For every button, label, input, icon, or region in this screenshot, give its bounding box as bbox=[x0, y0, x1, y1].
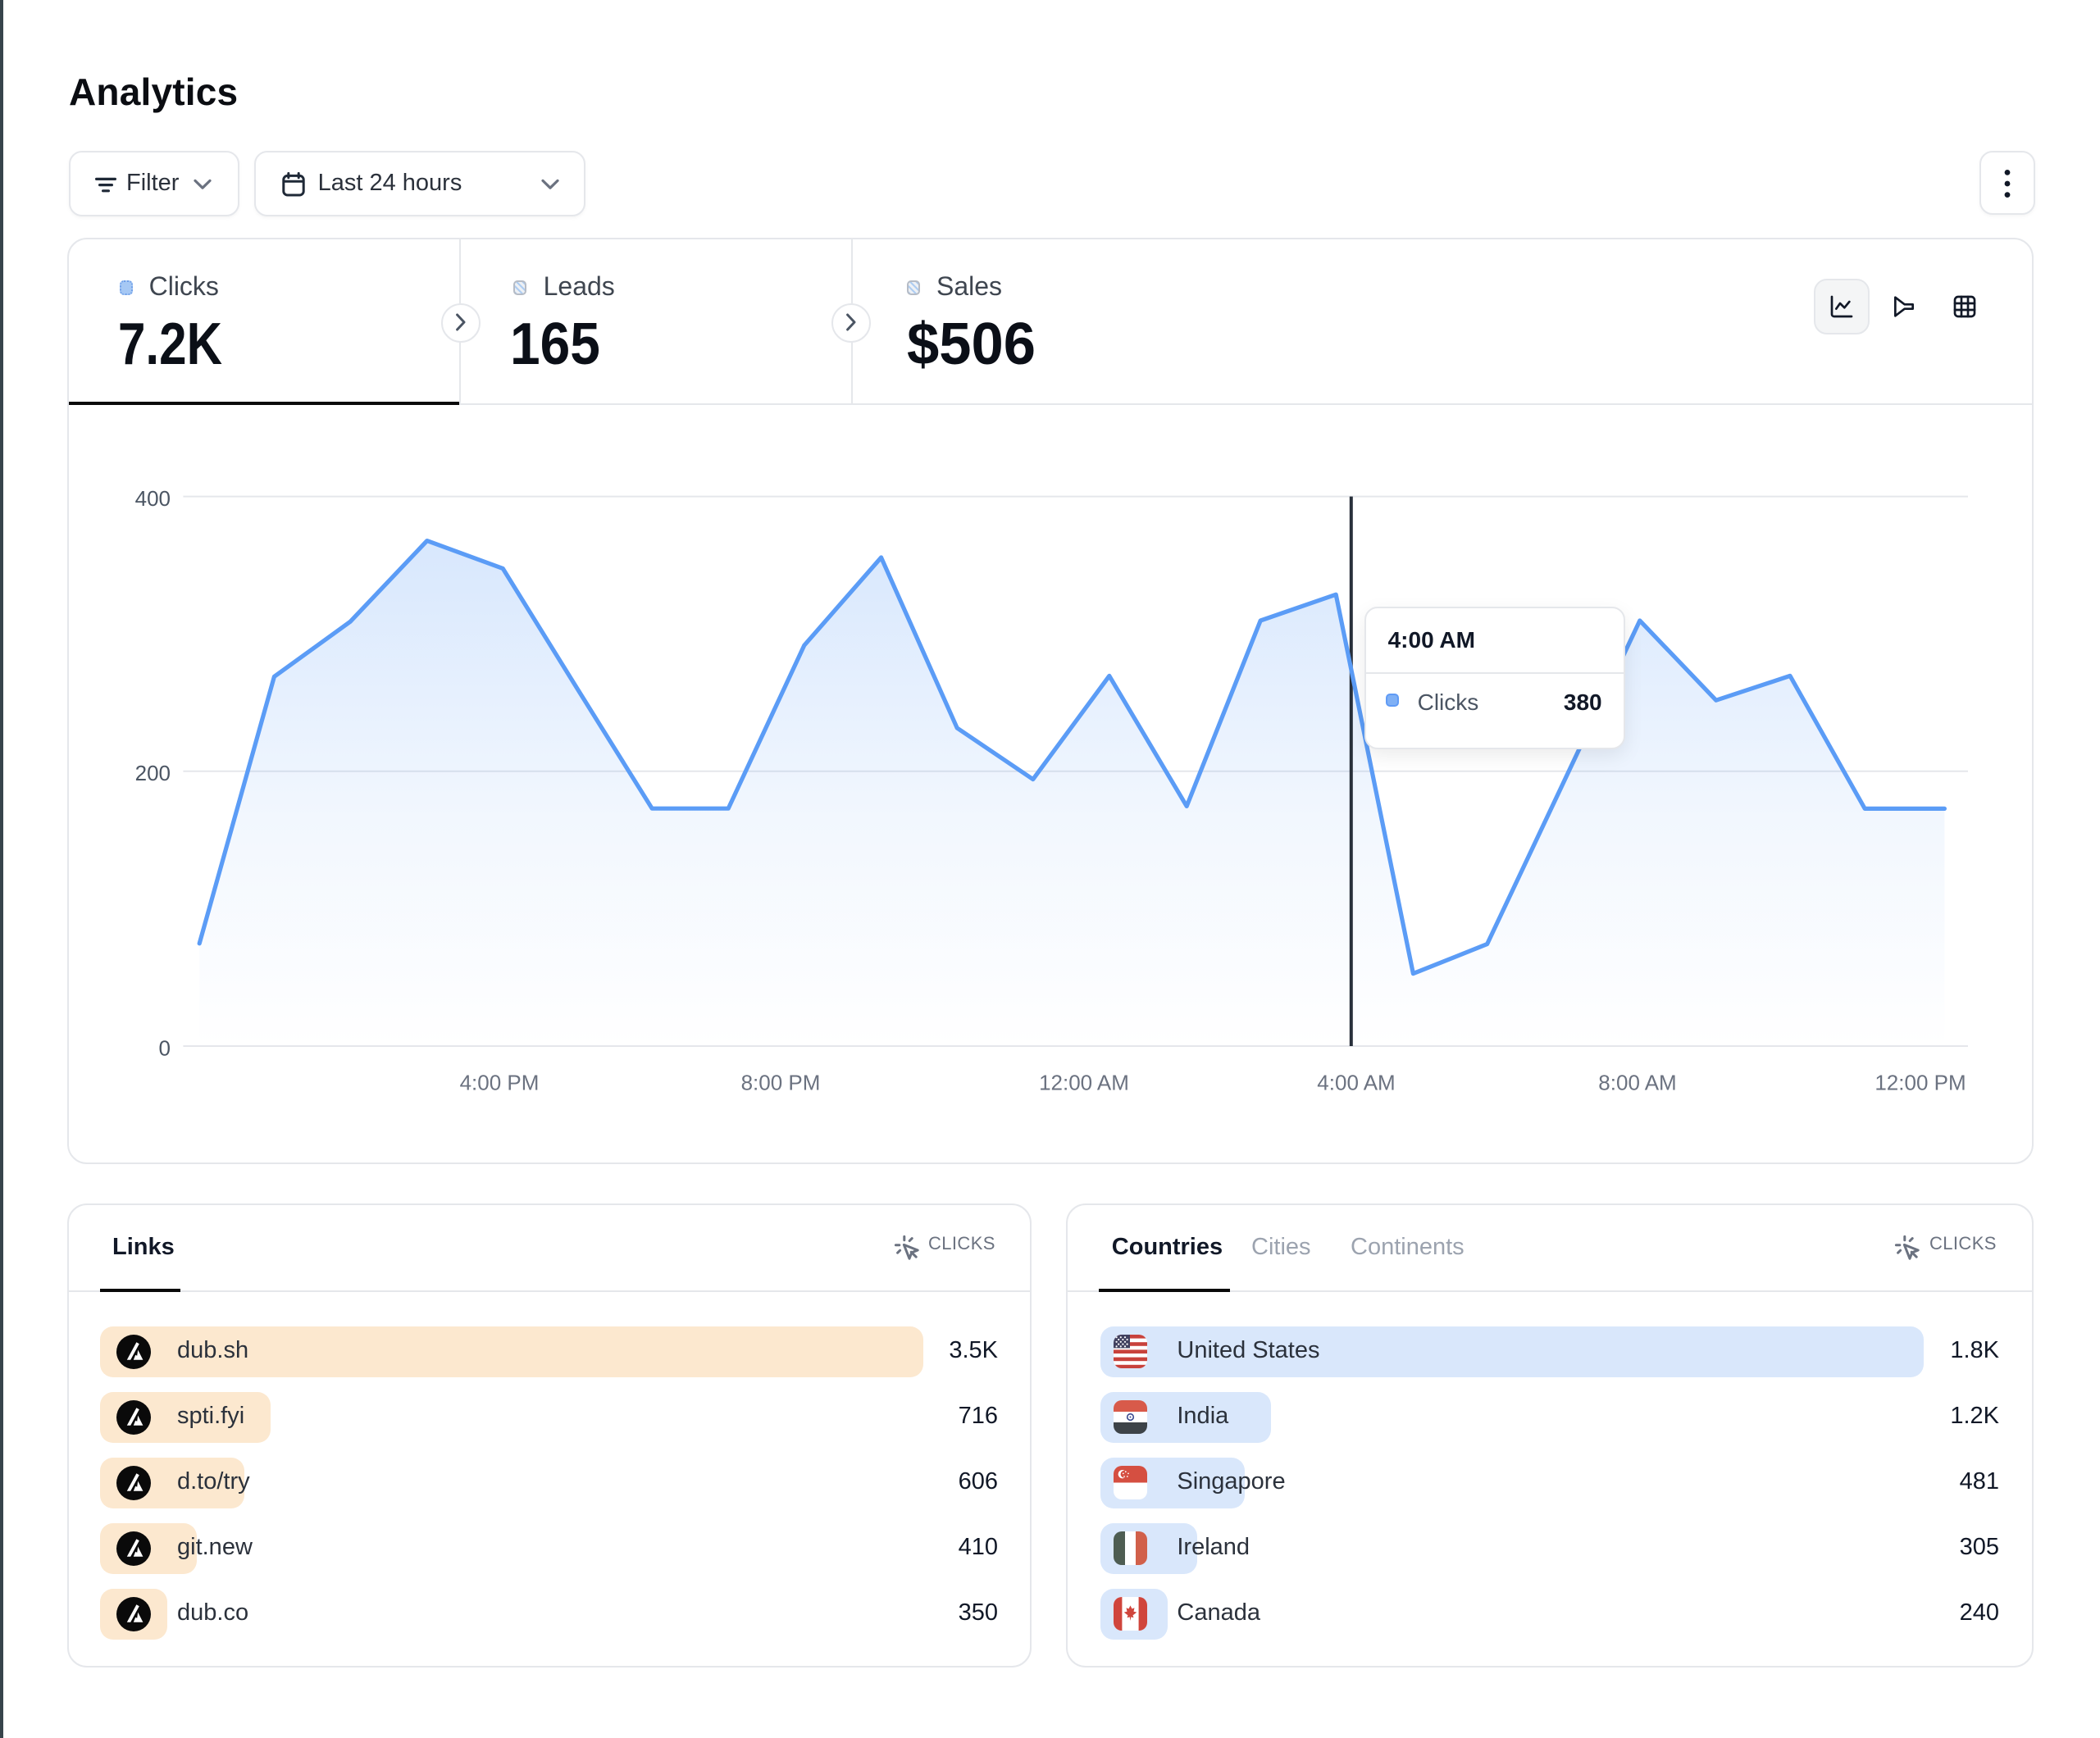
svg-text:8:00 PM: 8:00 PM bbox=[741, 1071, 821, 1095]
svg-text:200: 200 bbox=[135, 761, 171, 785]
svg-text:400: 400 bbox=[135, 486, 171, 511]
svg-text:4:00 PM: 4:00 PM bbox=[460, 1071, 540, 1095]
svg-text:12:00 AM: 12:00 AM bbox=[1039, 1071, 1129, 1095]
svg-text:4:00 AM: 4:00 AM bbox=[1317, 1071, 1395, 1095]
svg-text:8:00 AM: 8:00 AM bbox=[1598, 1071, 1676, 1095]
svg-text:0: 0 bbox=[159, 1035, 171, 1060]
svg-text:12:00 PM: 12:00 PM bbox=[1875, 1071, 1966, 1095]
